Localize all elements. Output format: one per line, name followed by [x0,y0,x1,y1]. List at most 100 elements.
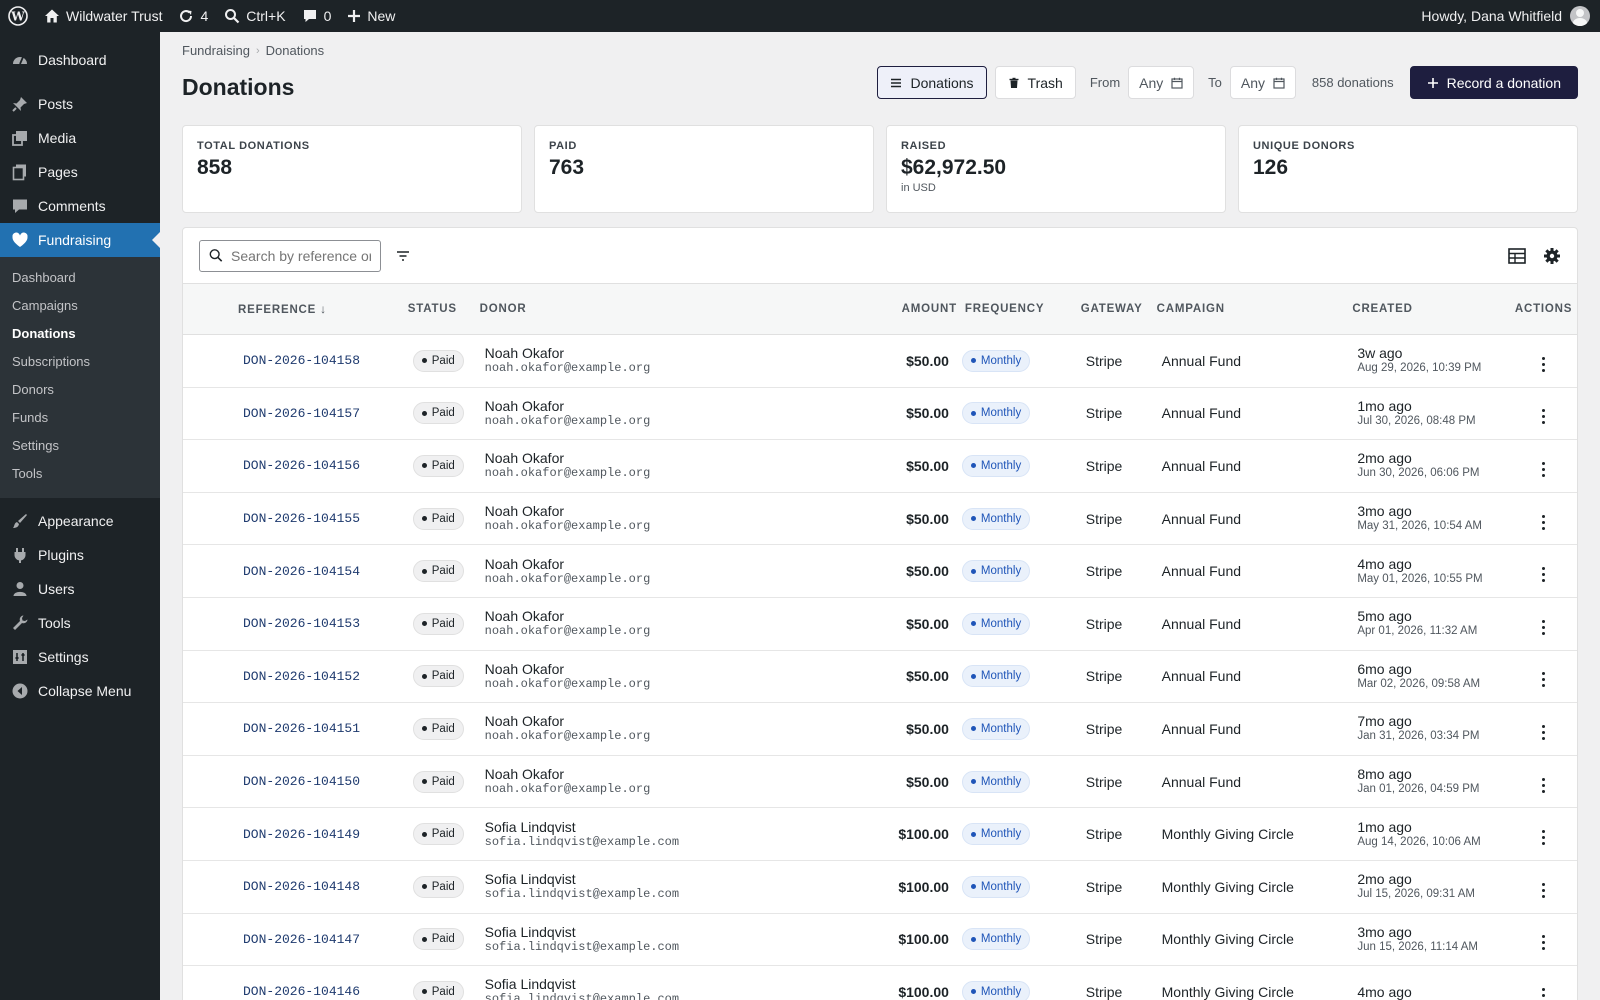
donor-name[interactable]: Noah Okafor [484,608,565,625]
donation-reference[interactable]: DON-2026-104149 [243,826,361,842]
donation-reference[interactable]: DON-2026-104151 [243,721,361,737]
submenu-subscriptions[interactable]: Subscriptions [12,354,91,369]
more-actions-icon[interactable] [1536,354,1551,375]
my-account[interactable]: Howdy, Dana Whitfield [1421,6,1600,26]
menu-plugins[interactable]: Plugins [0,538,160,572]
more-actions-icon[interactable] [1536,406,1551,427]
more-actions-icon[interactable] [1536,564,1551,585]
table-row[interactable]: DON-2026-104157 Paid Noah Okafor noah.ok… [183,388,1577,441]
more-actions-icon[interactable] [1536,985,1551,1000]
column-header-amount[interactable]: AMOUNT [901,303,957,315]
search-shortcut-button[interactable]: Ctrl+K [216,0,293,32]
menu-tools[interactable]: Tools [0,606,160,640]
table-settings-button[interactable] [1543,247,1561,265]
breadcrumb-parent[interactable]: Fundraising [182,43,250,58]
donor-name[interactable]: Sofia Lindqvist [484,923,576,940]
donor-name[interactable]: Noah Okafor [484,555,565,572]
donation-reference[interactable]: DON-2026-104157 [243,405,361,421]
menu-users[interactable]: Users [0,572,160,606]
more-actions-icon[interactable] [1536,932,1551,953]
column-header-frequency[interactable]: FREQUENCY [964,303,1045,315]
donation-reference[interactable]: DON-2026-104147 [243,931,361,947]
submenu-donors[interactable]: Donors [12,382,54,397]
donation-reference[interactable]: DON-2026-104146 [243,984,361,1000]
donor-name[interactable]: Noah Okafor [484,397,565,414]
table-row[interactable]: DON-2026-104152 Paid Noah Okafor noah.ok… [183,651,1577,704]
record-donation-button[interactable]: Record a donation [1409,66,1578,99]
donor-name[interactable]: Noah Okafor [484,766,565,783]
trash-view-button[interactable]: Trash [994,66,1076,99]
status-cell: Paid [408,402,480,425]
updates-link[interactable]: 4 [170,0,216,32]
column-header-reference[interactable]: REFERENCE ↓ [183,302,408,316]
donation-reference[interactable]: DON-2026-104155 [243,511,361,527]
table-row[interactable]: DON-2026-104147 Paid Sofia Lindqvist sof… [183,914,1577,967]
donation-reference[interactable]: DON-2026-104152 [243,668,361,684]
menu-fundraising[interactable]: Fundraising [0,223,160,257]
donor-name[interactable]: Noah Okafor [484,503,565,520]
from-date-input[interactable]: Any [1128,66,1195,99]
table-row[interactable]: DON-2026-104158 Paid Noah Okafor noah.ok… [183,335,1577,388]
more-actions-icon[interactable] [1536,775,1551,796]
more-actions-icon[interactable] [1536,880,1551,901]
donation-reference[interactable]: DON-2026-104150 [243,774,361,790]
menu-dashboard[interactable]: Dashboard [0,43,160,77]
column-header-donor[interactable]: DONOR [479,303,527,315]
donor-name[interactable]: Sofia Lindqvist [484,871,576,888]
donor-name[interactable]: Sofia Lindqvist [484,818,576,835]
menu-media[interactable]: Media [0,121,160,155]
column-header-status[interactable]: STATUS [407,303,457,315]
submenu-tools[interactable]: Tools [12,466,43,481]
table-row[interactable]: DON-2026-104151 Paid Noah Okafor noah.ok… [183,703,1577,756]
menu-pages[interactable]: Pages [0,155,160,189]
donation-reference[interactable]: DON-2026-104158 [243,353,361,369]
table-row[interactable]: DON-2026-104146 Paid Sofia Lindqvist sof… [183,966,1577,1000]
to-date-input[interactable]: Any [1229,66,1296,99]
table-row[interactable]: DON-2026-104148 Paid Sofia Lindqvist sof… [183,861,1577,914]
new-content-button[interactable]: New [339,0,403,32]
menu-collapse[interactable]: Collapse Menu [0,674,160,708]
donation-reference[interactable]: DON-2026-104153 [243,616,361,632]
table-row[interactable]: DON-2026-104153 Paid Noah Okafor noah.ok… [183,598,1577,651]
wp-logo-button[interactable]: W [0,0,36,32]
search-input[interactable] [231,247,371,264]
filter-button[interactable] [395,248,411,264]
comments-link[interactable]: 0 [294,0,340,32]
more-actions-icon[interactable] [1536,617,1551,638]
donor-name[interactable]: Noah Okafor [484,345,565,362]
submenu-donations[interactable]: Donations [12,326,76,341]
column-header-created[interactable]: CREATED [1352,303,1413,315]
menu-settings[interactable]: Settings [0,640,160,674]
table-layout-button[interactable] [1507,246,1527,266]
donations-view-button[interactable]: Donations [877,66,987,99]
submenu-dashboard[interactable]: Dashboard [12,270,76,285]
status-label: Paid [431,933,455,946]
table-row[interactable]: DON-2026-104154 Paid Noah Okafor noah.ok… [183,545,1577,598]
table-row[interactable]: DON-2026-104150 Paid Noah Okafor noah.ok… [183,756,1577,809]
menu-appearance[interactable]: Appearance [0,504,160,538]
menu-comments[interactable]: Comments [0,189,160,223]
table-row[interactable]: DON-2026-104156 Paid Noah Okafor noah.ok… [183,440,1577,493]
submenu-funds[interactable]: Funds [12,410,49,425]
site-name-link[interactable]: Wildwater Trust [36,0,170,32]
donor-name[interactable]: Noah Okafor [484,450,565,467]
table-row[interactable]: DON-2026-104149 Paid Sofia Lindqvist sof… [183,808,1577,861]
more-actions-icon[interactable] [1536,459,1551,480]
more-actions-icon[interactable] [1536,669,1551,690]
donation-reference[interactable]: DON-2026-104148 [243,879,361,895]
donor-name[interactable]: Noah Okafor [484,713,565,730]
donor-name[interactable]: Sofia Lindqvist [484,976,576,993]
more-actions-icon[interactable] [1536,722,1551,743]
donation-reference[interactable]: DON-2026-104156 [243,458,361,474]
donor-name[interactable]: Noah Okafor [484,660,565,677]
column-header-gateway[interactable]: GATEWAY [1080,303,1143,315]
submenu-settings[interactable]: Settings [12,438,59,453]
donation-reference[interactable]: DON-2026-104154 [243,563,361,579]
column-header-campaign[interactable]: CAMPAIGN [1156,303,1225,315]
more-actions-icon[interactable] [1536,827,1551,848]
table-row[interactable]: DON-2026-104155 Paid Noah Okafor noah.ok… [183,493,1577,546]
submenu-campaigns[interactable]: Campaigns [12,298,78,313]
menu-posts[interactable]: Posts [0,87,160,121]
gateway: Stripe [1085,720,1123,737]
more-actions-icon[interactable] [1536,512,1551,533]
